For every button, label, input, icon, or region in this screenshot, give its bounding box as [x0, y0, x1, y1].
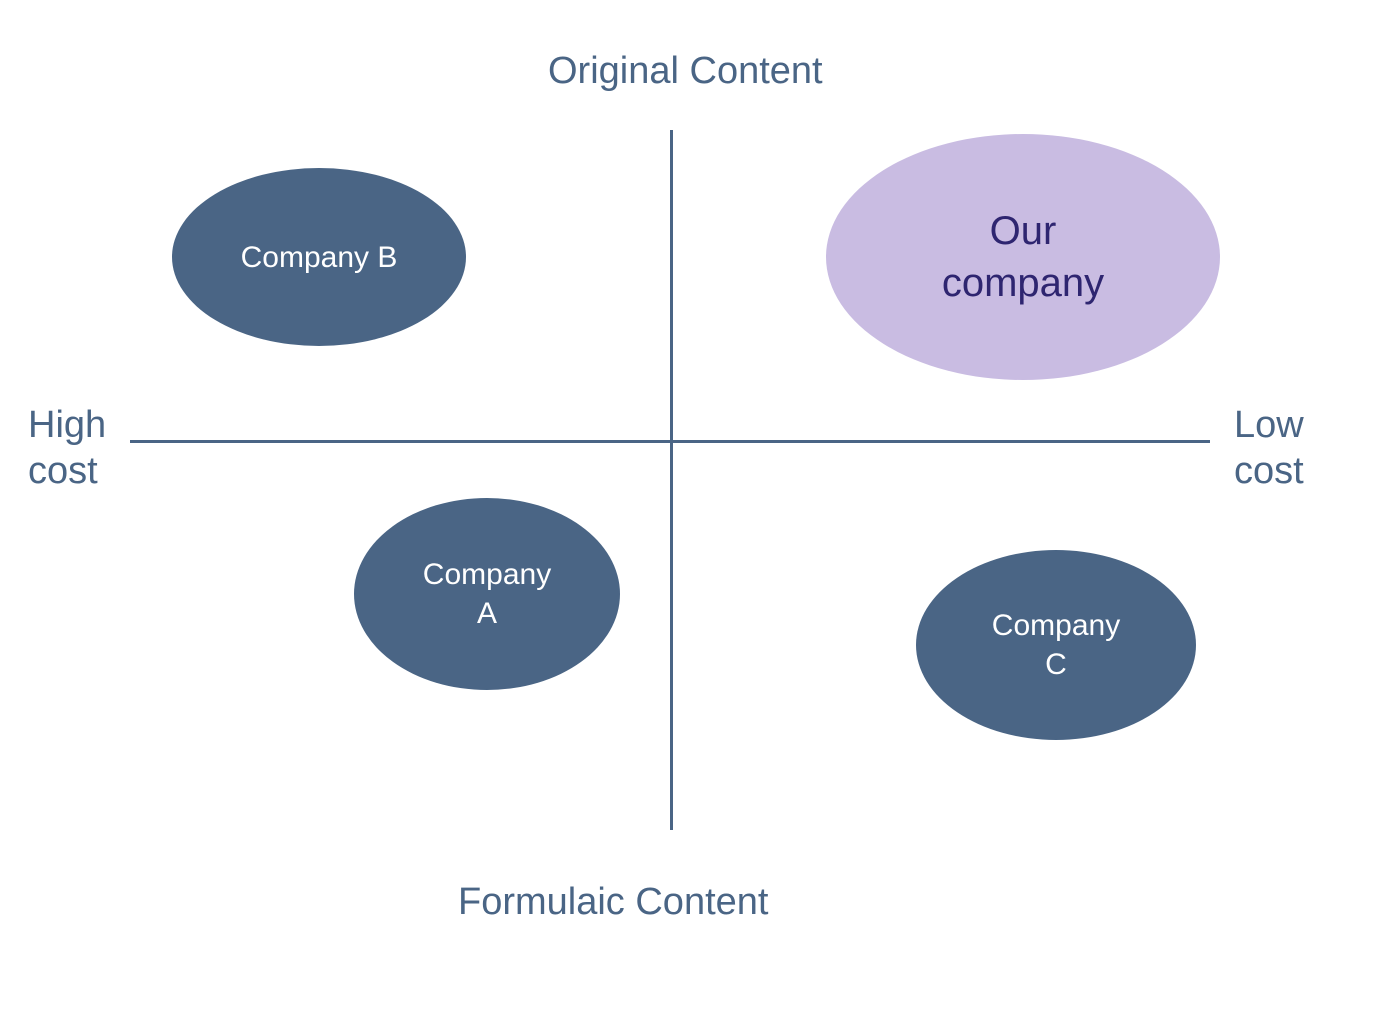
bubble-label-company-a: Company A — [423, 555, 551, 633]
axis-label-right: Low cost — [1234, 403, 1304, 494]
bubble-company-a: Company A — [354, 498, 620, 690]
bubble-our-company: Our company — [826, 134, 1220, 380]
vertical-axis — [670, 130, 673, 830]
bubble-company-c: Company C — [916, 550, 1196, 740]
bubble-label-company-c: Company C — [992, 606, 1120, 684]
axis-label-left: High cost — [28, 403, 106, 494]
axis-label-top: Original Content — [548, 49, 823, 95]
axis-label-bottom: Formulaic Content — [458, 880, 768, 926]
bubble-company-b: Company B — [172, 168, 466, 346]
bubble-label-company-b: Company B — [241, 238, 398, 277]
bubble-label-our-company: Our company — [942, 205, 1104, 309]
horizontal-axis — [130, 440, 1210, 443]
